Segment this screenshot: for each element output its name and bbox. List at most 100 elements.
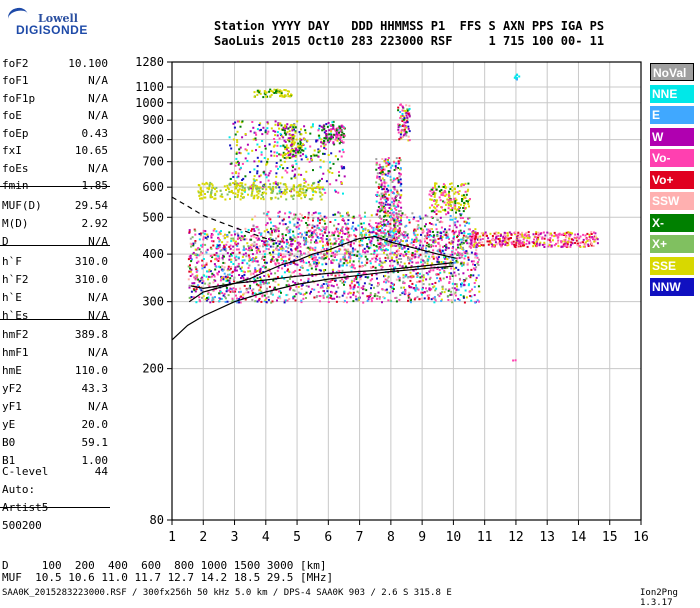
echo-point [282,237,285,240]
echo-point [338,248,341,251]
echo-point [305,155,308,158]
echo-point [518,236,520,239]
echo-point [341,242,343,244]
echo-point [374,260,377,263]
echo-point [557,236,560,239]
echo-point [299,250,302,253]
echo-point [205,251,208,254]
echo-point [361,292,364,295]
echo-point [465,277,468,280]
echo-point [189,237,192,240]
echo-point [281,240,284,243]
echo-point [262,198,265,201]
echo-point [432,297,435,300]
echo-point [456,288,458,291]
echo-point [253,244,256,247]
echo-point [253,270,256,273]
echo-point [292,230,295,233]
echo-point [281,154,284,157]
echo-point [430,298,433,301]
echo-point [404,231,407,234]
echo-point [307,280,310,283]
echo-point [325,238,328,241]
echo-point [383,249,386,252]
echo-point [356,276,359,279]
echo-point [299,266,302,269]
echo-point [272,279,275,282]
echo-point [429,245,432,248]
legend-item-nne: NNE [650,84,694,103]
echo-point [376,258,379,261]
echo-point [394,227,397,230]
echo-point [493,232,496,235]
echo-point [407,294,410,297]
echo-point [390,240,393,243]
echo-point [241,188,244,191]
echo-point [511,243,514,246]
echo-point [379,210,382,213]
echo-point [214,188,216,190]
echo-point [323,137,326,140]
echo-point [443,257,446,260]
echo-point [208,185,211,187]
echo-point [457,240,460,243]
echo-point [397,193,400,196]
echo-point [352,249,355,252]
echo-point [245,248,248,251]
echo-point [192,242,195,245]
echo-point [470,241,473,244]
echo-point [553,231,556,234]
echo-point [234,196,236,198]
echo-point [294,216,297,219]
echo-point [324,261,327,264]
echo-point [259,186,262,189]
echo-point [278,290,280,293]
echo-point [412,231,415,234]
echo-point [364,255,367,258]
echo-point [291,195,294,198]
echo-point [441,221,444,224]
echo-point [338,296,341,299]
chart-axes: 1 2 3 4 5 6 7 8 9 10 11 12 13 14 15 1680200300400500600… [135,55,649,545]
echo-point [382,230,385,233]
echo-point [468,199,471,202]
echo-point [292,139,295,142]
echo-point [387,163,390,166]
echo-point [403,128,406,131]
echo-point [267,298,270,301]
echo-point [470,299,473,302]
echo-point [294,240,297,243]
echo-point [413,298,416,301]
echo-point [437,256,440,259]
echo-point [293,155,296,158]
echo-point [260,234,263,237]
echo-point [448,288,451,291]
echo-point [327,122,330,124]
echo-point [343,292,346,295]
echo-point [244,227,247,230]
echo-point [353,267,356,270]
echo-point [399,196,402,199]
echo-point [340,165,343,168]
echo-point [491,235,494,237]
echo-point [406,234,409,237]
echo-point [428,288,431,291]
echo-point [326,235,329,237]
echo-point [311,189,314,192]
echo-point [242,296,245,299]
echo-point [441,291,443,294]
echo-point [303,194,306,197]
echo-point [201,292,204,295]
echo-point [272,182,275,185]
echo-point [476,243,479,246]
echo-point [379,203,382,206]
echo-point [247,270,250,273]
echo-point [288,298,291,300]
echo-point [243,190,246,193]
echo-point [472,231,475,234]
echo-point [314,241,317,244]
echo-point [459,229,462,232]
echo-point [472,263,474,266]
echo-point [271,234,273,236]
echo-point [461,242,464,245]
